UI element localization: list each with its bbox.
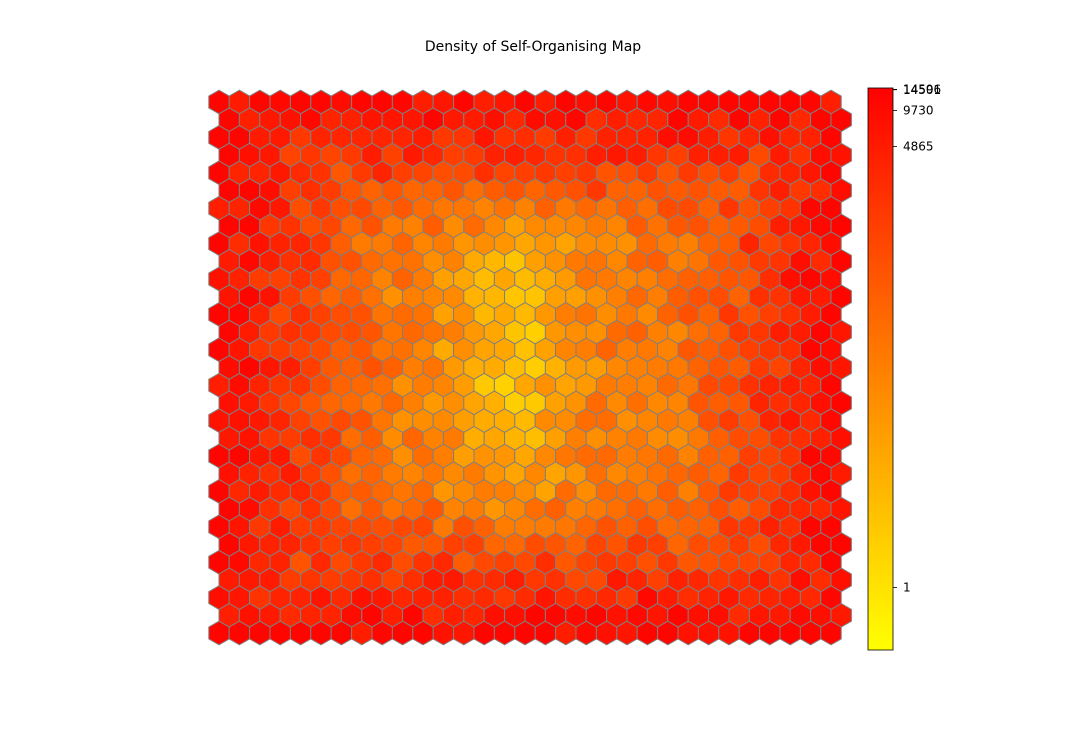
colorbar-tick-label: 14501 (903, 83, 941, 97)
hex-cell (820, 620, 842, 646)
colorbar-tick-label: 14596 (903, 82, 941, 96)
colorbar-tick-label: 9730 (903, 103, 934, 117)
colorbar-tick-label: 1 (903, 580, 911, 594)
chart-title: Density of Self-Organising Map (425, 39, 641, 55)
colorbar-tick-label: 4865 (903, 139, 934, 153)
hex-grid (208, 89, 852, 646)
colorbar-gradient (867, 87, 894, 651)
